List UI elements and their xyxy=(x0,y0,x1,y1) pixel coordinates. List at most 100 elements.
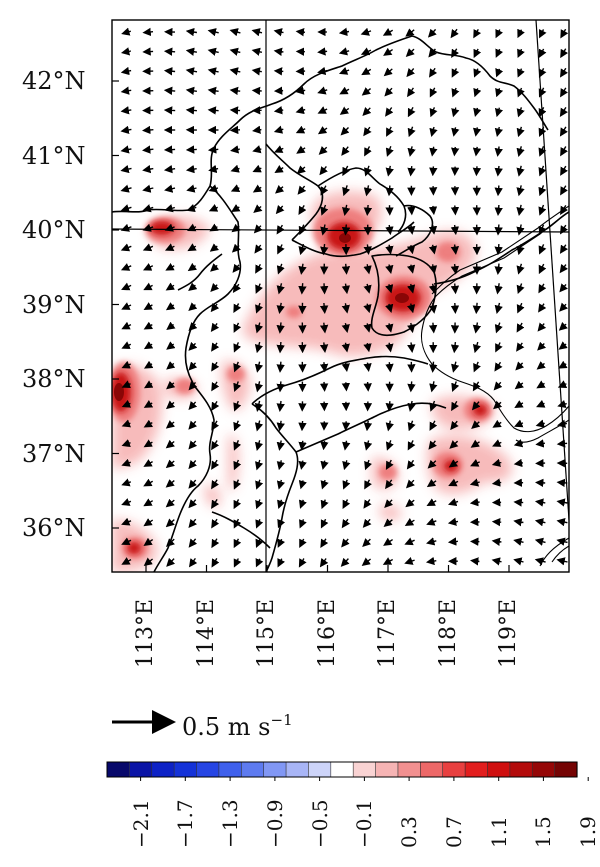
wind-vector xyxy=(559,67,568,78)
wind-vector xyxy=(404,537,415,546)
wind-vector xyxy=(233,440,242,451)
wind-vector xyxy=(143,282,153,291)
wind-vector xyxy=(535,419,545,428)
wind-vector xyxy=(385,224,394,236)
wind-vector xyxy=(451,48,460,58)
wind-vector xyxy=(560,87,568,98)
wind-vector xyxy=(166,380,176,390)
colorbar-cell xyxy=(420,761,444,778)
wind-vector xyxy=(320,518,329,529)
colorbar-label: −0.9 xyxy=(262,799,287,848)
wind-vector xyxy=(516,224,525,236)
wind-vector xyxy=(360,47,372,56)
lat-label: 36°N xyxy=(22,514,86,542)
lat-label: 38°N xyxy=(22,365,86,393)
wind-vector xyxy=(276,322,285,334)
wind-vector xyxy=(494,126,503,137)
wind-vector xyxy=(385,440,394,451)
wind-vector xyxy=(255,459,264,471)
wind-vector xyxy=(339,106,350,115)
wind-vector xyxy=(517,28,525,39)
wind-vector xyxy=(538,303,547,313)
wind-vector xyxy=(407,420,416,432)
wind-vector xyxy=(165,282,175,291)
wind-vector xyxy=(211,342,220,352)
wind-vector xyxy=(207,28,219,37)
wind-vector xyxy=(517,68,525,78)
wind-vector xyxy=(494,204,503,216)
wind-vector xyxy=(470,458,480,467)
wind-vector xyxy=(556,518,568,527)
wind-vector xyxy=(405,28,415,37)
wind-vector xyxy=(229,28,241,37)
wind-vector xyxy=(385,479,394,490)
reference-vector-exponent: −1 xyxy=(270,711,293,729)
wind-vector xyxy=(384,87,394,97)
colorbar-cell xyxy=(285,761,310,778)
colorbar-cell xyxy=(352,761,377,778)
colorbar-cell xyxy=(375,761,399,778)
wind-vector xyxy=(339,86,350,95)
wind-vector xyxy=(538,48,547,59)
wind-vector xyxy=(407,440,416,451)
wind-vector xyxy=(255,479,264,490)
wind-vector xyxy=(472,127,482,137)
wind-vector xyxy=(252,184,263,193)
wind-vector xyxy=(188,440,198,450)
colorbar-cell xyxy=(509,761,533,778)
wind-vector xyxy=(492,439,502,447)
wind-vector xyxy=(277,538,286,548)
wind-vector xyxy=(385,264,394,274)
wind-vector xyxy=(427,28,437,38)
wind-vector xyxy=(448,459,459,468)
wind-vector xyxy=(360,27,372,36)
wind-vector xyxy=(491,557,502,566)
wind-vector xyxy=(121,399,132,408)
wind-vector xyxy=(211,558,220,568)
colorbar-label: 1.5 xyxy=(531,816,556,848)
wind-vector xyxy=(448,498,459,507)
wind-vector xyxy=(429,146,438,157)
wind-vector xyxy=(341,283,351,295)
wind-vector xyxy=(319,302,329,314)
wind-vector xyxy=(319,322,329,334)
wind-vector xyxy=(428,244,438,255)
wind-vector xyxy=(165,400,176,410)
wind-vector xyxy=(385,244,394,255)
wind-vector xyxy=(254,322,264,334)
wind-vector xyxy=(188,400,198,411)
wind-vector xyxy=(494,146,503,157)
wind-vector xyxy=(405,48,415,58)
wind-vector xyxy=(230,145,240,154)
wind-vector xyxy=(560,28,569,39)
wind-vector xyxy=(255,283,263,294)
wind-vector xyxy=(494,185,503,197)
wind-vector xyxy=(516,165,525,177)
parallel-40n xyxy=(112,228,569,233)
wind-vector xyxy=(362,107,372,117)
colorbar-cell xyxy=(218,761,242,778)
wind-vector xyxy=(209,243,219,252)
colorbar-label: 0.3 xyxy=(397,816,422,848)
wind-vector xyxy=(142,243,154,252)
wind-vector xyxy=(143,360,154,369)
wind-vector xyxy=(404,556,415,565)
wind-vector xyxy=(556,557,568,566)
lon-label: 115°E xyxy=(254,598,279,668)
wind-vector xyxy=(536,380,546,389)
wind-vector xyxy=(276,400,285,412)
wind-vector xyxy=(211,538,220,549)
wind-vector xyxy=(536,399,546,408)
wind-vector xyxy=(165,498,175,508)
wind-vector xyxy=(495,48,504,58)
wind-vector xyxy=(407,381,416,393)
wind-vector xyxy=(120,106,132,115)
wind-vector xyxy=(383,518,393,527)
wind-vector xyxy=(163,164,176,174)
wind-vector xyxy=(188,557,198,568)
wind-vector xyxy=(142,27,154,37)
wind-vector xyxy=(534,498,546,507)
wind-vector xyxy=(298,440,307,451)
wind-vector xyxy=(451,127,460,137)
